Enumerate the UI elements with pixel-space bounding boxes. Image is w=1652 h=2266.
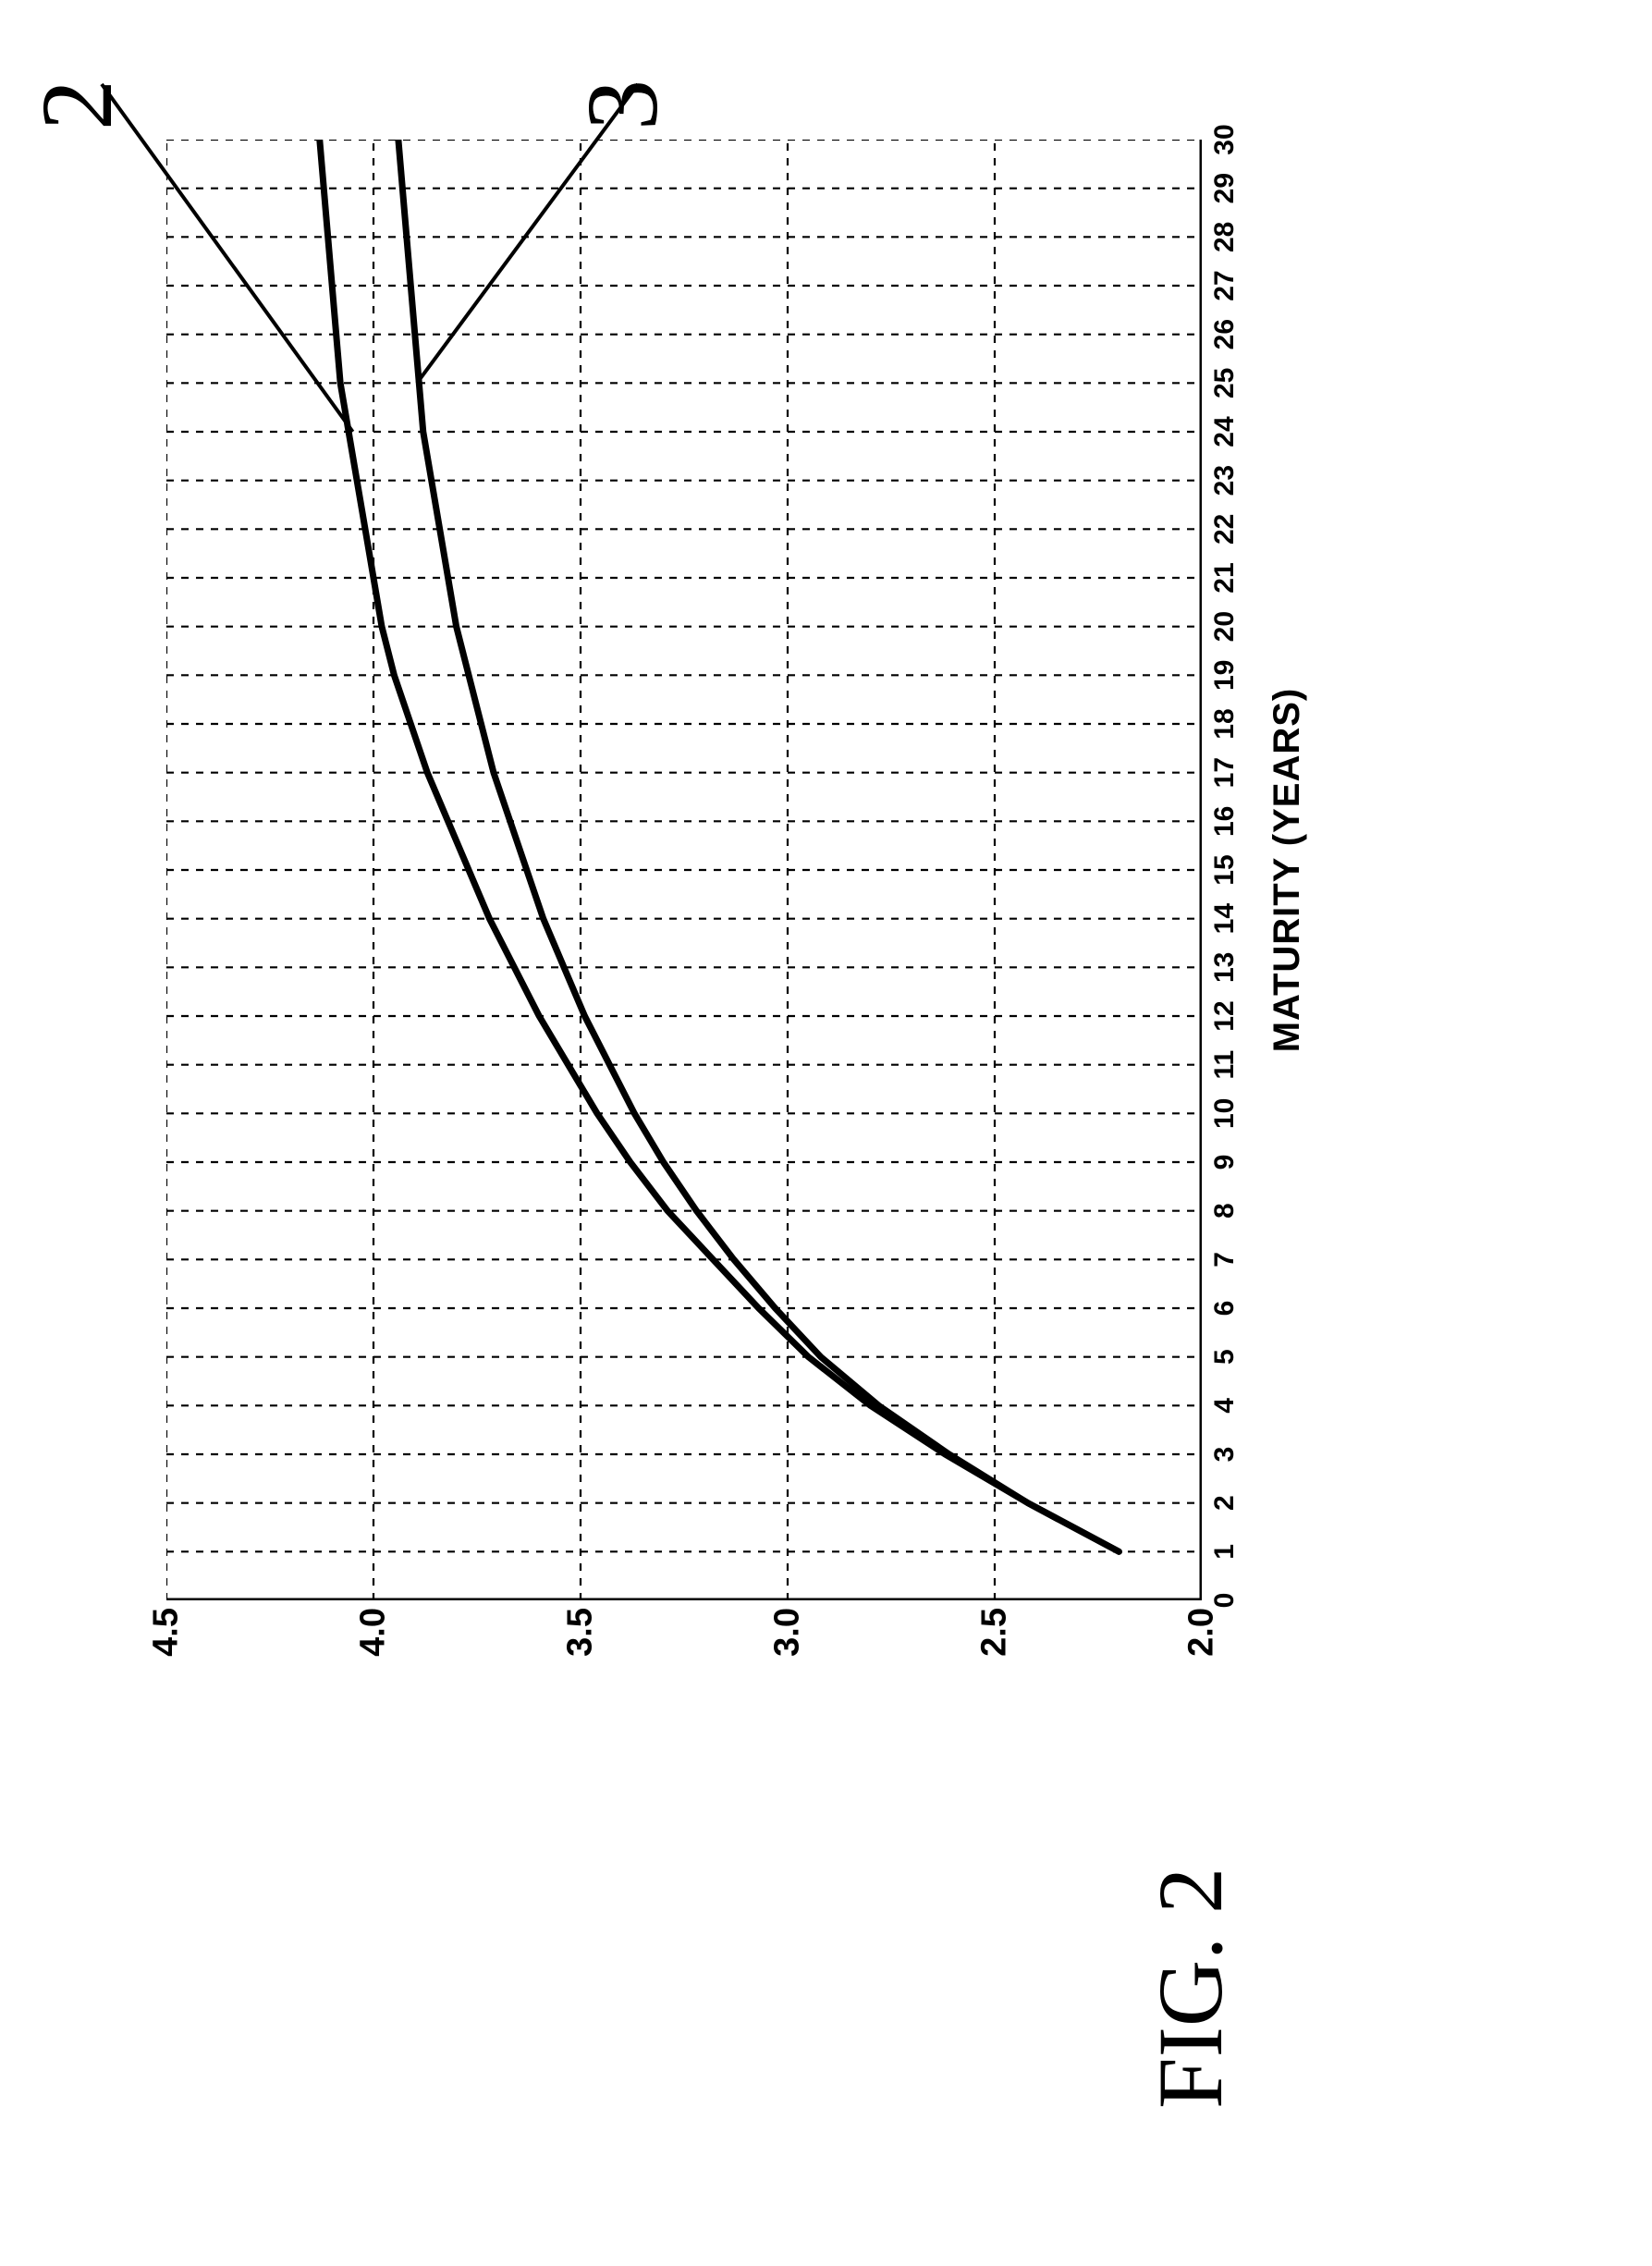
x-tick-label: 28 <box>1209 222 1241 252</box>
x-tick-label: 20 <box>1209 611 1241 642</box>
x-tick-label: 12 <box>1209 1000 1241 1031</box>
x-tick-label: 21 <box>1209 562 1241 593</box>
x-tick-label: 13 <box>1209 952 1241 983</box>
chart-svg <box>166 140 1202 1600</box>
x-tick-label: 22 <box>1209 514 1241 545</box>
x-tick-label: 3 <box>1209 1447 1241 1463</box>
x-tick-label: 14 <box>1209 903 1241 934</box>
curve-2 <box>320 140 1120 1551</box>
x-tick-label: 2 <box>1209 1495 1241 1511</box>
x-tick-label: 16 <box>1209 806 1241 837</box>
x-tick-label: 7 <box>1209 1252 1241 1268</box>
figure-label: FIG. 2 <box>1137 1868 1243 2109</box>
x-tick-label: 6 <box>1209 1301 1241 1317</box>
x-tick-label: 1 <box>1209 1544 1241 1560</box>
x-tick-label: 18 <box>1209 708 1241 739</box>
x-tick-label: 19 <box>1209 660 1241 691</box>
y-tick-label: 3.0 <box>768 1608 808 1674</box>
x-axis-tick-labels: 0123456789101112131415161718192021222324… <box>1209 140 1255 1600</box>
x-tick-label: 24 <box>1209 416 1241 447</box>
x-tick-label: 26 <box>1209 319 1241 349</box>
figure-content: FIG. 2 2.02.53.03.54.04.5 01234567891011… <box>0 0 1652 2266</box>
x-tick-label: 9 <box>1209 1155 1241 1170</box>
x-tick-label: 25 <box>1209 368 1241 398</box>
y-tick-label: 3.5 <box>561 1608 601 1674</box>
x-tick-label: 5 <box>1209 1349 1241 1365</box>
y-tick-label: 4.5 <box>147 1608 187 1674</box>
x-tick-label: 8 <box>1209 1203 1241 1219</box>
x-tick-label: 15 <box>1209 854 1241 885</box>
page: FIG. 2 2.02.53.03.54.04.5 01234567891011… <box>0 0 1652 2266</box>
curve-3 <box>398 140 1120 1551</box>
x-tick-label: 27 <box>1209 270 1241 300</box>
x-tick-label: 10 <box>1209 1098 1241 1129</box>
x-tick-label: 17 <box>1209 757 1241 788</box>
x-tick-label: 23 <box>1209 465 1241 496</box>
y-tick-label: 2.5 <box>975 1608 1015 1674</box>
rotated-wrapper: FIG. 2 2.02.53.03.54.04.5 01234567891011… <box>0 0 1652 2266</box>
callout-label: 2 <box>18 80 136 130</box>
x-axis-title: MATURITY (YEARS) <box>1267 140 1308 1600</box>
x-tick-label: 11 <box>1209 1050 1241 1080</box>
y-axis-tick-labels: 2.02.53.03.54.04.5 <box>166 1608 1202 1674</box>
x-tick-label: 4 <box>1209 1398 1241 1414</box>
x-tick-label: 30 <box>1209 124 1241 154</box>
plot-area <box>166 140 1202 1600</box>
x-tick-label: 0 <box>1209 1593 1241 1609</box>
y-tick-label: 4.0 <box>354 1608 394 1674</box>
y-tick-label: 2.0 <box>1182 1608 1222 1674</box>
x-tick-label: 29 <box>1209 173 1241 203</box>
callout-label: 3 <box>564 80 681 130</box>
